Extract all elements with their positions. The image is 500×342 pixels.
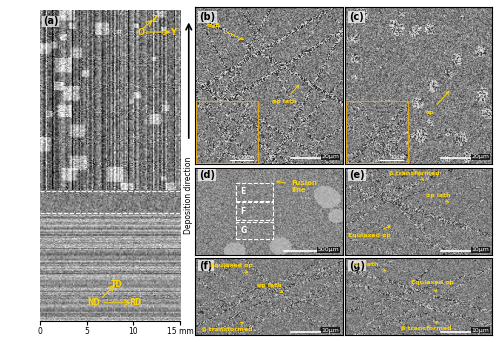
Text: E: E: [240, 187, 246, 197]
Text: G: G: [240, 226, 247, 235]
Text: αp: αp: [426, 92, 448, 115]
Text: (c): (c): [350, 12, 364, 22]
Text: β transformed: β transformed: [202, 323, 253, 331]
Text: αp lath: αp lath: [354, 262, 386, 271]
Text: 20μm: 20μm: [472, 155, 490, 159]
Text: Deposition direction: Deposition direction: [184, 157, 193, 234]
Text: (f): (f): [200, 261, 212, 271]
Text: 10μm: 10μm: [322, 328, 340, 333]
Bar: [236, 222, 273, 239]
Text: (e): (e): [350, 170, 365, 180]
Text: O: O: [138, 28, 144, 37]
Text: Equiaxed αp: Equiaxed αp: [210, 263, 252, 273]
Bar: [236, 202, 273, 220]
Text: 10μm: 10μm: [472, 328, 490, 333]
Text: TD: TD: [111, 280, 123, 289]
Text: (b): (b): [200, 12, 216, 22]
Text: (a): (a): [43, 16, 59, 26]
Text: 10μm: 10μm: [240, 155, 255, 160]
Text: ND: ND: [87, 298, 100, 307]
Text: Z: Z: [152, 15, 158, 24]
Text: Equiaxed αp: Equiaxed αp: [348, 226, 391, 238]
Text: αGB: αGB: [207, 23, 243, 40]
Text: β transformed: β transformed: [401, 321, 452, 331]
Text: RD: RD: [129, 298, 141, 307]
Text: Fusion
line: Fusion line: [277, 180, 317, 193]
Text: αp lath: αp lath: [272, 85, 298, 104]
Bar: [236, 183, 273, 201]
Text: Y: Y: [170, 28, 176, 37]
Text: 10μm: 10μm: [472, 247, 490, 252]
Text: Equiaxed αp: Equiaxed αp: [412, 280, 454, 292]
Text: β transformed: β transformed: [389, 171, 440, 181]
Text: F: F: [240, 207, 246, 216]
Text: 10μm: 10μm: [390, 155, 405, 160]
Text: 500μm: 500μm: [318, 247, 340, 252]
Text: (d): (d): [200, 170, 216, 180]
Text: (g): (g): [350, 261, 366, 271]
Text: αp lath: αp lath: [257, 284, 283, 292]
Text: αp lath: αp lath: [426, 193, 450, 202]
Text: 20μm: 20μm: [322, 155, 340, 159]
